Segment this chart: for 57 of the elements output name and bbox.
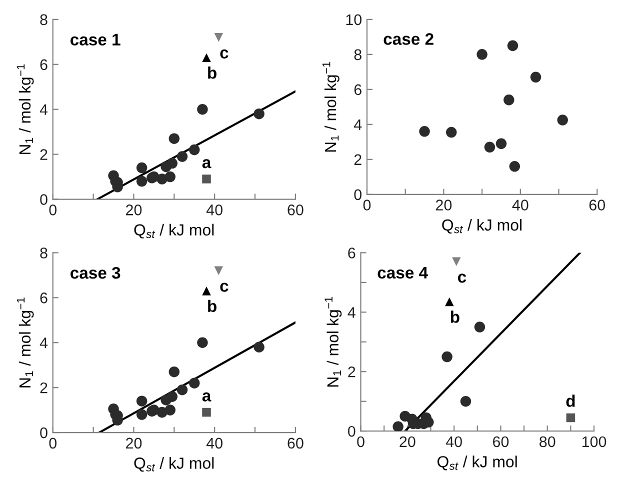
y-axis-title: N$_{1}$ / mol kg$^{−1}$	[16, 298, 34, 388]
x-tick-label: 60	[589, 200, 606, 210]
annotation: a	[202, 392, 212, 402]
y-tick-label: 0	[40, 427, 48, 438]
y-tick-label: 2	[354, 154, 362, 165]
x-tick-label: 20	[126, 204, 142, 216]
x-tick-label: 20	[436, 200, 452, 210]
y-tick-label: 6	[40, 292, 48, 304]
annotation: d	[566, 394, 575, 407]
y-tick-label: 4	[40, 338, 48, 348]
x-tick-label: 0	[49, 438, 57, 449]
x-tick-label: 40	[446, 436, 462, 448]
x-tick-label: 0	[49, 204, 57, 216]
annotation: c	[220, 282, 228, 292]
annotation: b	[450, 310, 460, 323]
x-tick-label: 100	[582, 436, 606, 448]
x-tick-label: 40	[206, 204, 222, 216]
y-tick-label: 6	[354, 84, 362, 96]
x-tick-label: 40	[206, 438, 222, 449]
text: case 1	[70, 34, 120, 46]
y-tick-label: 8	[40, 248, 48, 258]
y-axis-title: N$_{1}$ / mol kg$^{−1}$	[324, 296, 342, 387]
y-tick-label: 6	[348, 248, 356, 258]
y-tick-label: 10	[346, 14, 362, 26]
y-tick-label: 4	[348, 307, 356, 318]
y-tick-label: 8	[354, 49, 362, 60]
x-axis-title: Q$_{st}$ / kJ mol	[442, 218, 522, 234]
x-tick-label: 60	[288, 204, 304, 216]
x-tick-label: 20	[126, 438, 142, 449]
x-tick-label: 0	[363, 200, 371, 210]
y-axis-title: N$_{1}$ / mol kg$^{−1}$	[16, 64, 34, 154]
x-axis-title: Q$_{st}$ / kJ mol	[134, 224, 214, 238]
annotation: b	[208, 300, 216, 312]
y-tick-label: 6	[40, 59, 48, 70]
y-tick-label: 2	[348, 366, 356, 378]
x-tick-label: 20	[400, 436, 416, 448]
y-tick-label: 2	[40, 149, 48, 160]
y-tick-label: 0	[348, 426, 356, 437]
annotation: b	[208, 66, 216, 79]
y-tick-label: 8	[40, 14, 48, 26]
y-axis-title: N$_{1}$ / mol kg$^{−1}$	[322, 62, 340, 152]
y-tick-label: 0	[354, 189, 362, 200]
x-axis-title: Q$_{st}$ / kJ mol	[437, 456, 517, 470]
x-tick-label: 60	[288, 438, 304, 449]
annotation: c	[220, 49, 228, 59]
y-tick-label: 4	[40, 104, 48, 115]
annotation: c	[458, 274, 466, 283]
x-axis-title: Q$_{st}$ / kJ mol	[134, 457, 214, 472]
text: case 4	[378, 266, 428, 279]
x-tick-label: 60	[492, 436, 509, 448]
text: case 2	[384, 33, 434, 45]
x-tick-label: 80	[540, 436, 556, 448]
y-tick-label: 4	[354, 119, 362, 130]
x-tick-label: 40	[512, 200, 528, 210]
y-tick-label: 2	[40, 382, 48, 394]
text: case 3	[70, 266, 120, 279]
annotation: a	[202, 159, 212, 168]
